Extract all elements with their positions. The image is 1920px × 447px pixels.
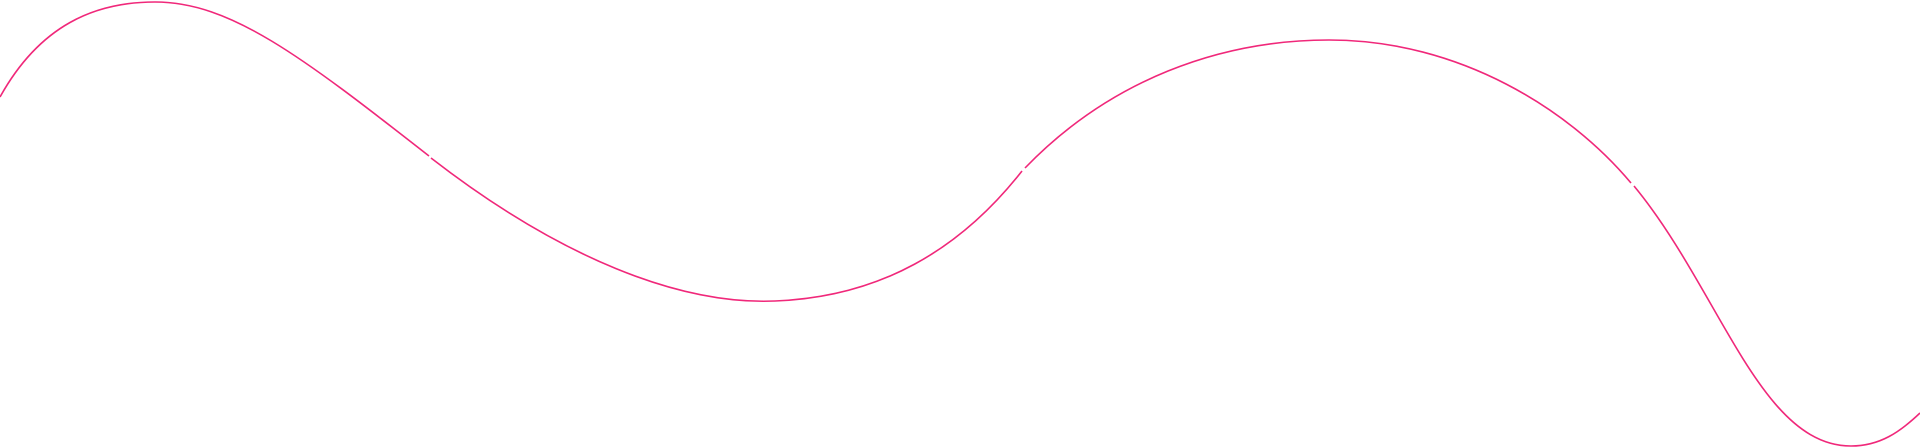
wave-segment-1: [0, 1, 430, 157]
wave-segment-3: [1024, 39, 1632, 184]
wave-segment-4: [1633, 185, 1920, 447]
wave-segment-2: [430, 157, 1023, 303]
